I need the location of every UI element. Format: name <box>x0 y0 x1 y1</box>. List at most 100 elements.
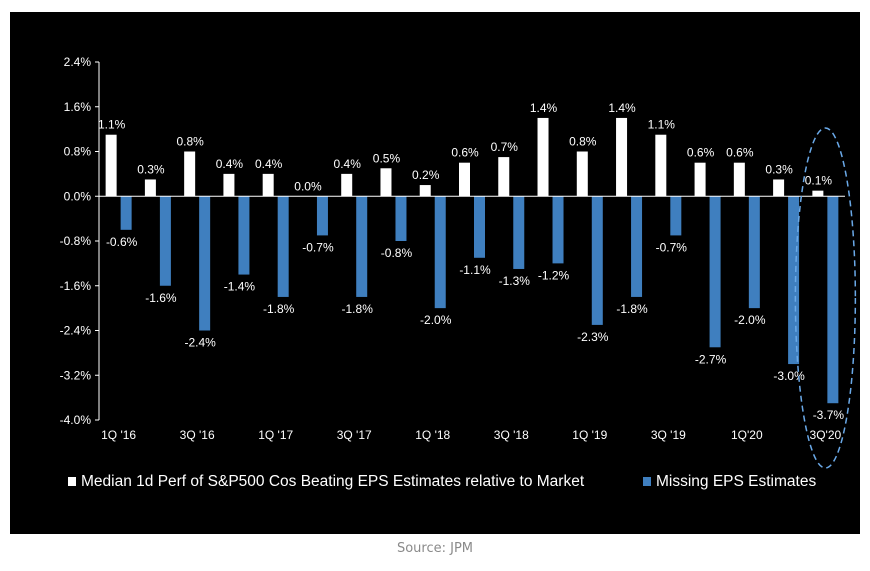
miss-data-label: -3.0% <box>773 369 805 383</box>
miss-bar <box>159 196 171 286</box>
miss-bar <box>513 196 525 269</box>
beat-bar <box>144 179 156 197</box>
miss-bar <box>434 196 446 309</box>
beat-bar <box>537 117 549 197</box>
y-tick-label: 0.0% <box>64 189 92 203</box>
x-tick-label: 3Q '16 <box>180 428 215 442</box>
legend-label-beat: Median 1d Perf of S&P500 Cos Beating EPS… <box>81 473 585 490</box>
miss-data-label: -1.4% <box>224 280 256 294</box>
miss-bar <box>552 196 564 264</box>
beat-bar <box>105 134 117 197</box>
beat-data-label: 1.1% <box>98 118 126 132</box>
beat-data-label: 0.6% <box>726 146 754 160</box>
beat-data-label: 0.3% <box>765 162 793 176</box>
beat-bar <box>498 157 510 197</box>
miss-bar <box>788 196 800 365</box>
beat-data-label: 0.2% <box>412 168 440 182</box>
miss-data-label: -1.8% <box>616 302 648 316</box>
y-tick-label: -1.6% <box>60 279 92 293</box>
x-tick-label: 3Q '18 <box>494 428 529 442</box>
beat-bar <box>419 185 431 197</box>
miss-data-label: -2.0% <box>734 313 766 327</box>
miss-bar <box>631 196 643 297</box>
beat-bar <box>616 117 628 197</box>
x-tick-label: 1Q '16 <box>101 428 136 442</box>
miss-data-label: -0.6% <box>106 235 138 249</box>
beat-data-label: 0.3% <box>137 162 165 176</box>
beat-data-label: 0.6% <box>687 146 715 160</box>
y-tick-label: 0.8% <box>64 145 92 159</box>
miss-data-label: -2.3% <box>577 330 609 344</box>
beat-data-label: 1.4% <box>530 101 558 115</box>
miss-bar <box>199 196 211 331</box>
beat-data-label: 1.4% <box>608 101 636 115</box>
miss-bar <box>474 196 485 258</box>
miss-data-label: -2.0% <box>420 313 452 327</box>
x-tick-label: 1Q '17 <box>258 428 293 442</box>
miss-bar <box>277 196 289 297</box>
highlight-ellipse <box>794 127 857 469</box>
beat-bar <box>184 151 196 197</box>
miss-data-label: -1.2% <box>538 268 570 282</box>
chart-panel: 2.4% 1.6% 0.8% 0.0% -0.8% -1.6% -2.4% -3.2% -4.0… <box>10 12 860 534</box>
beat-data-label: 0.8% <box>176 135 204 149</box>
beat-bar <box>694 162 706 197</box>
miss-data-label: -1.1% <box>459 263 491 277</box>
beat-data-label: 0.4% <box>334 157 362 171</box>
x-tick-label: 1Q '19 <box>572 428 607 442</box>
miss-data-label: -0.7% <box>656 240 688 254</box>
miss-data-label: -1.8% <box>342 302 374 316</box>
beat-bar <box>655 134 667 197</box>
beat-bar <box>262 173 274 197</box>
miss-data-label: -0.8% <box>381 246 413 260</box>
miss-bar <box>670 196 682 236</box>
y-tick-label: -0.8% <box>60 234 92 248</box>
beat-data-label: 0.1% <box>805 174 833 188</box>
miss-bar <box>748 196 760 309</box>
miss-data-label: -1.6% <box>145 291 177 305</box>
miss-bar <box>395 196 407 241</box>
miss-bar <box>356 196 368 297</box>
miss-bar <box>827 196 839 404</box>
beat-data-label: 0.0% <box>294 179 322 193</box>
miss-data-label: -1.8% <box>263 302 295 316</box>
eps-surprise-bar-chart: 2.4% 1.6% 0.8% 0.0% -0.8% -1.6% -2.4% -3.2% -4.0… <box>60 55 857 490</box>
x-tick-label: 1Q'20 <box>731 428 763 442</box>
miss-bar <box>709 196 721 348</box>
y-tick-label: -3.2% <box>60 368 92 382</box>
x-tick-label: 1Q '18 <box>415 428 450 442</box>
beat-bar <box>773 179 785 197</box>
legend-label-miss: Missing EPS Estimates <box>656 473 816 490</box>
y-tick-label: -4.0% <box>60 413 92 427</box>
beat-data-label: 0.4% <box>216 157 244 171</box>
beat-data-label: 0.6% <box>451 146 479 160</box>
beat-bar <box>733 162 745 197</box>
x-tick-label: 3Q '17 <box>337 428 372 442</box>
legend-swatch-beat <box>68 477 76 486</box>
beat-data-label: 0.5% <box>373 151 401 165</box>
source-caption: Source: JPM <box>396 541 474 556</box>
beat-data-label: 0.8% <box>569 135 597 149</box>
x-tick-label: 3Q '19 <box>651 428 686 442</box>
miss-data-label: -2.4% <box>184 336 216 350</box>
beat-bar <box>459 162 470 197</box>
miss-bar <box>238 196 250 275</box>
miss-data-label: -0.7% <box>302 240 334 254</box>
miss-bar <box>591 196 603 325</box>
beat-bar <box>380 168 392 197</box>
miss-data-label: -2.7% <box>695 352 727 366</box>
beat-bar <box>341 173 353 197</box>
miss-bar <box>120 196 132 230</box>
miss-data-label: -1.3% <box>499 274 531 288</box>
miss-bar <box>316 196 328 236</box>
beat-bar <box>223 173 235 197</box>
beat-data-label: 1.1% <box>648 118 676 132</box>
miss-data-label: -3.7% <box>813 408 845 422</box>
y-tick-label: 1.6% <box>64 100 92 114</box>
legend-swatch-miss <box>643 477 651 486</box>
y-tick-label: 2.4% <box>64 55 92 69</box>
beat-bar <box>576 151 588 197</box>
beat-data-label: 0.7% <box>491 140 519 154</box>
y-tick-label: -2.4% <box>60 324 92 338</box>
beat-bar <box>812 190 824 197</box>
